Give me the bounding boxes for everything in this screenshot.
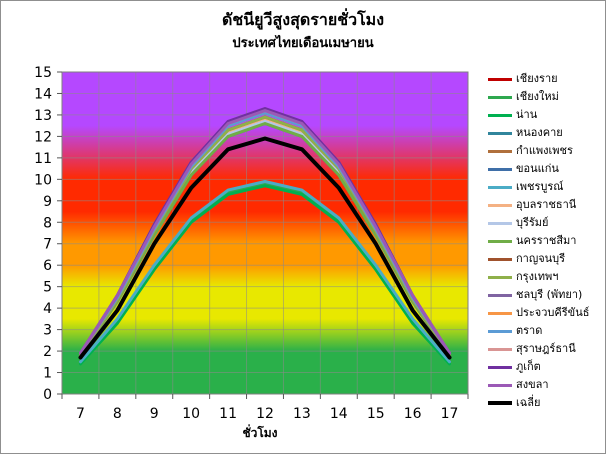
legend-label: ประจวบคีรีขันธ์ [516,306,590,319]
legend-item: อุบลราชธานี [488,196,604,214]
legend-item: สุราษฎร์ธานี [488,340,604,358]
legend-swatch [488,401,512,405]
y-tick-label: 12 [34,129,52,145]
legend-item: ขอนแก่น [488,160,604,178]
series-line [79,109,451,355]
legend-swatch [488,186,512,189]
x-axis-label: ชั่วโมง [242,426,278,440]
y-tick-label: 0 [43,387,52,403]
legend-label: น่าน [516,108,538,121]
x-tick-label: 11 [219,406,237,422]
y-tick-label: 11 [34,151,52,167]
y-tick-label: 15 [34,65,52,81]
x-tick-label: 8 [113,406,122,422]
legend-label: กำแพงเพชร [516,144,573,157]
x-tick-label: 12 [256,406,274,422]
legend-label: เพชรบูรณ์ [516,180,564,193]
legend-item: ประจวบคีรีขันธ์ [488,304,604,322]
legend-swatch [488,240,512,243]
legend-item: เชียงใหม่ [488,88,604,106]
legend-swatch [488,294,512,297]
legend-item: นครราชสีมา [488,232,604,250]
legend-swatch [488,78,512,81]
legend-label: ตราด [516,324,543,337]
series-line [79,184,451,366]
legend-label: ชลบุรี (พัทยา) [516,288,583,301]
legend-label: ขอนแก่น [516,162,559,175]
legend-swatch [488,330,512,333]
legend-label: บุรีรัมย์ [516,216,549,229]
legend-item: เพชรบูรณ์ [488,178,604,196]
legend-item: เชียงราย [488,70,604,88]
legend-item: กาญจนบุรี [488,250,604,268]
legend-swatch [488,96,512,99]
x-tick-label: 15 [367,406,385,422]
legend-label: อุบลราชธานี [516,198,577,211]
legend-item: กำแพงเพชร [488,142,604,160]
series-line [79,180,451,364]
y-tick-label: 3 [43,323,52,339]
legend-swatch [488,276,512,279]
x-tick-label: 17 [441,406,459,422]
legend-label: สงขลา [516,378,549,391]
legend-label: ภูเก็ต [516,360,541,373]
x-tick-label: 7 [76,406,85,422]
legend-swatch [488,348,512,351]
legend-item: เฉลี่ย [488,394,604,412]
legend-label: เชียงใหม่ [516,90,559,103]
y-tick-label: 4 [43,301,52,317]
legend-item: ชลบุรี (พัทยา) [488,286,604,304]
y-tick-label: 13 [34,108,52,124]
y-tick-label: 7 [43,237,52,253]
legend-label: กาญจนบุรี [516,252,566,265]
y-tick-label: 6 [43,258,52,274]
legend-swatch [488,222,512,225]
plot-border [61,71,469,395]
y-tick-label: 10 [34,172,52,188]
legend-swatch [488,366,512,369]
chart-title: ดัชนียูวีสูงสุดรายชั่วโมง [221,10,385,29]
legend-label: กรุงเทพฯ [516,270,559,283]
y-tick-label: 1 [43,366,52,382]
legend-item: น่าน [488,106,604,124]
legend-swatch [488,150,512,153]
legend-swatch [488,168,512,171]
y-tick-label: 14 [34,86,52,102]
y-tick-label: 5 [43,280,52,296]
legend-swatch [488,114,512,117]
x-tick-label: 9 [150,406,159,422]
legend-swatch [488,312,512,315]
legend-label: นครราชสีมา [516,234,577,247]
series-line [79,122,451,357]
legend-item: บุรีรัมย์ [488,214,604,232]
legend-label: เชียงราย [516,72,558,85]
legend-item: ภูเก็ต [488,358,604,376]
y-tick-label: 9 [43,194,52,210]
legend-swatch [488,258,512,261]
legend-item: กรุงเทพฯ [488,268,604,286]
x-tick-label: 16 [404,406,422,422]
legend-label: สุราษฎร์ธานี [516,342,576,355]
legend-swatch [488,132,512,135]
series-line [78,136,452,360]
plot-background [62,72,468,394]
x-tick-label: 13 [293,406,311,422]
legend-label: เฉลี่ย [516,396,541,409]
legend-item: ตราด [488,322,604,340]
y-tick-label: 2 [43,344,52,360]
x-tick-label: 14 [330,406,348,422]
legend-label: หนองคาย [516,126,563,139]
legend-item: หนองคาย [488,124,604,142]
legend-swatch [488,384,512,387]
y-tick-label: 8 [43,215,52,231]
x-tick-label: 10 [182,406,200,422]
chart-subtitle: ประเทศไทยเดือนเมษายน [232,36,374,51]
legend-swatch [488,204,512,207]
legend-item: สงขลา [488,376,604,394]
